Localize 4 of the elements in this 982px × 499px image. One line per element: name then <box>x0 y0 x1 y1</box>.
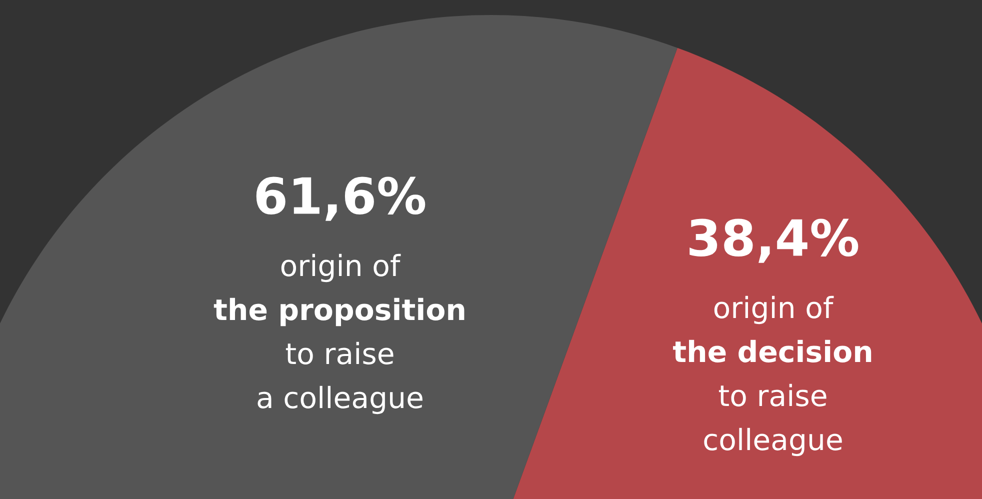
data-label: 38,4% <box>690 218 858 263</box>
slice-label: origin of the proposition to raise a colleague <box>214 254 464 414</box>
data-label: 61,6% <box>256 176 426 221</box>
slice-label: origin of the decision to raise colleague <box>673 296 872 456</box>
